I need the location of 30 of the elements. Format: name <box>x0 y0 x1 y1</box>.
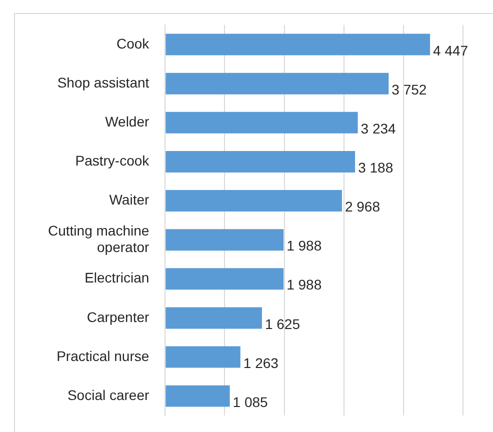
data-label: 1 263 <box>243 354 279 371</box>
data-label: 1 625 <box>264 316 300 332</box>
bar <box>166 346 240 368</box>
y-tick-label: Shop assistant <box>57 74 150 90</box>
data-label: 3 752 <box>392 81 427 98</box>
data-label: 1 988 <box>286 276 322 293</box>
bar <box>166 190 342 212</box>
bar <box>166 268 284 290</box>
y-tick-label: Cutting machine operator <box>48 222 150 256</box>
bar <box>166 229 284 251</box>
bar <box>166 150 356 172</box>
y-tick-label: Practical nurse <box>56 348 150 364</box>
y-tick-label: Welder <box>105 114 150 130</box>
data-label: 4 447 <box>433 42 468 58</box>
y-tick-label: Social career <box>67 386 150 403</box>
data-label: 2 968 <box>344 198 380 215</box>
y-tick-label: Carpenter <box>86 308 150 325</box>
y-tick-label: Pastry-cook <box>75 152 150 169</box>
bar <box>166 72 389 94</box>
bar <box>166 112 358 134</box>
y-tick-label: Waiter <box>109 192 150 208</box>
y-tick-label: Cook <box>116 35 150 52</box>
data-label: 1 085 <box>232 394 268 410</box>
data-label: 1 988 <box>286 238 322 254</box>
bar <box>166 34 430 56</box>
y-tick-label: Electrician <box>84 270 150 286</box>
bar <box>166 307 262 329</box>
data-label: 3 188 <box>358 160 394 176</box>
data-label: 3 234 <box>360 120 396 137</box>
bar <box>166 385 230 407</box>
